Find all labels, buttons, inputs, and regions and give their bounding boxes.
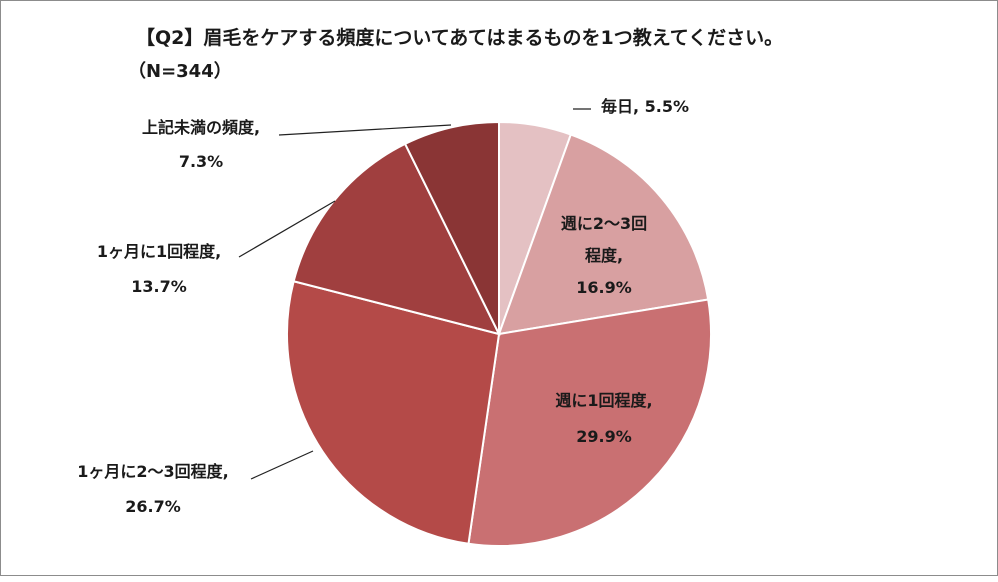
leader-lines xyxy=(238,108,591,480)
label-month23-pct: 26.7% xyxy=(125,497,181,516)
label-week1: 週に1回程度, xyxy=(555,391,652,410)
leader-line-1month-23 xyxy=(250,450,314,480)
pie-slice-week1 xyxy=(467,298,712,547)
label-month23: 1ヶ月に2～3回程度, xyxy=(77,462,228,481)
pie-slice-under xyxy=(403,120,500,335)
label-under-text: 上記未満の頻度 xyxy=(142,118,255,137)
leader-line-1month-1 xyxy=(238,200,336,258)
chart-title: 【Q2】眉毛をケアする頻度についてあてはまるものを1つ教えてください。 xyxy=(136,26,783,49)
label-month1-text: 1ヶ月に1回程度 xyxy=(97,242,216,261)
label-under: 上記未満の頻度, xyxy=(142,118,260,137)
label-week1-pct: 29.9% xyxy=(576,427,632,446)
chart-subtitle: （N=344） xyxy=(128,61,232,82)
pie-slice-week23 xyxy=(497,133,710,336)
label-under-pct: 7.3% xyxy=(179,152,223,171)
leader-line-under xyxy=(278,124,452,136)
label-mainichi-pct: 5.5% xyxy=(645,97,689,116)
label-week23-line2: 程度, xyxy=(585,246,623,265)
pie-slice-month1 xyxy=(292,142,501,336)
label-week1-text: 週に1回程度 xyxy=(555,391,647,410)
label-week23-line1: 週に2～3回 xyxy=(561,214,647,233)
label-month1: 1ヶ月に1回程度, xyxy=(97,242,221,261)
label-month1-pct: 13.7% xyxy=(131,277,187,296)
pie-slices xyxy=(286,120,712,547)
label-mainichi: 毎日, 5.5% xyxy=(601,97,689,116)
label-month23-text: 1ヶ月に2～3回程度 xyxy=(77,462,223,481)
pie-slice-month23 xyxy=(286,280,501,545)
label-mainichi-text: 毎日 xyxy=(601,97,633,116)
label-week23-pct: 16.9% xyxy=(576,278,632,297)
